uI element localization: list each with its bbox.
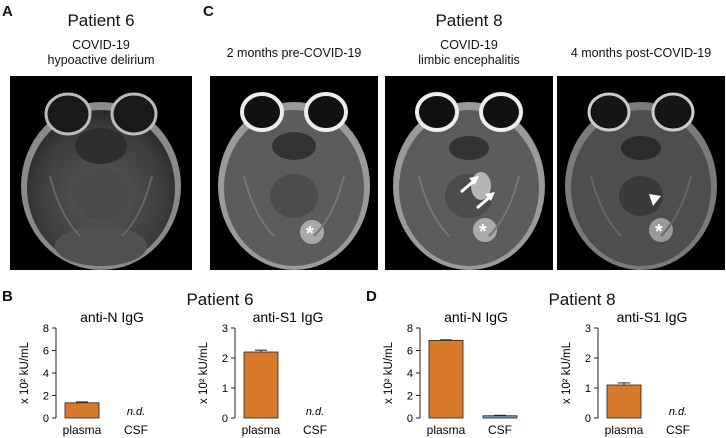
y-tick-label: 0: [585, 413, 591, 425]
chart-title: anti-S1 IgG: [253, 309, 324, 325]
x-category-label: plasma: [427, 423, 466, 437]
y-tick-label: 3: [585, 323, 591, 335]
x-category-label: plasma: [605, 423, 644, 437]
bar: [243, 351, 279, 419]
x-category-label: CSF: [303, 423, 327, 437]
panel-a-subtitle-1: COVID-19: [72, 38, 130, 52]
not-detected-label: n.d.: [127, 406, 145, 418]
y-tick-label: 0: [407, 413, 413, 425]
patient-8-title: Patient 8: [435, 11, 503, 30]
mri-patient-6: [10, 76, 192, 270]
bar: [482, 415, 518, 419]
y-axis-label: x 10² kU/mL: [198, 341, 210, 404]
bar: [428, 339, 464, 419]
not-detected-label: n.d.: [669, 406, 687, 418]
chart-title: anti-N IgG: [80, 309, 144, 325]
panel-a-subtitle-2: hypoactive delirium: [47, 53, 155, 67]
y-tick-label: 0: [43, 413, 49, 425]
y-tick-label: 6: [407, 346, 413, 358]
scan-2-label-1: COVID-19: [440, 38, 498, 52]
x-category-label: CSF: [124, 423, 148, 437]
arrowhead-icon: [649, 194, 661, 206]
x-category-label: plasma: [242, 423, 281, 437]
x-category-label: CSF: [488, 423, 512, 437]
panel-b-title: Patient 6: [186, 290, 254, 309]
y-tick-label: 8: [43, 323, 49, 335]
asterisk-marker: *: [655, 221, 663, 243]
y-tick-label: 2: [222, 353, 228, 365]
bar: [606, 384, 642, 419]
y-tick-label: 1: [585, 383, 591, 395]
panel-d-title: Patient 8: [548, 290, 616, 309]
bar: [64, 402, 100, 419]
y-tick-label: 2: [43, 391, 49, 403]
y-tick-label: 4: [407, 368, 413, 380]
y-tick-label: 0: [222, 413, 228, 425]
y-tick-label: 4: [43, 368, 49, 380]
asterisk-marker: *: [479, 221, 487, 243]
y-axis-label: x 10² kU/mL: [19, 341, 31, 404]
x-category-label: plasma: [63, 423, 102, 437]
y-tick-label: 1: [222, 383, 228, 395]
chart-title: anti-N IgG: [444, 309, 508, 325]
arrow-icon: [476, 192, 495, 210]
scan-1-label: 2 months pre-COVID-19: [226, 46, 362, 60]
not-detected-label: n.d.: [306, 406, 324, 418]
arrow-icon: [460, 176, 479, 194]
panel-letter-c: C: [203, 3, 214, 20]
y-axis-label: x 10² kU/mL: [561, 341, 573, 404]
mri-post-covid: *: [557, 76, 725, 270]
chart-title: anti-S1 IgG: [617, 309, 688, 325]
scan-3-label: 4 months post-COVID-19: [570, 46, 712, 60]
y-tick-label: 3: [222, 323, 228, 335]
y-tick-label: 6: [43, 346, 49, 358]
scan-2-label-2: limbic encephalitis: [418, 53, 520, 67]
mri-during-covid: *: [385, 76, 553, 270]
bar-charts: anti-N IgG 0 2 4 6 8 x 10² kU/mL plasma n.d. CSF a…: [19, 309, 690, 437]
y-tick-label: 2: [407, 391, 413, 403]
asterisk-marker: *: [306, 223, 314, 245]
mri-pre-covid: *: [210, 76, 378, 270]
y-tick-label: 2: [585, 353, 591, 365]
panel-letter-a: A: [2, 3, 13, 20]
patient-6-title: Patient 6: [67, 11, 135, 30]
y-axis-label: x 10² kU/mL: [383, 341, 395, 404]
y-tick-label: 8: [407, 323, 413, 335]
panel-letter-d: D: [366, 288, 377, 305]
panel-letter-b: B: [2, 288, 13, 305]
x-category-label: CSF: [666, 423, 690, 437]
